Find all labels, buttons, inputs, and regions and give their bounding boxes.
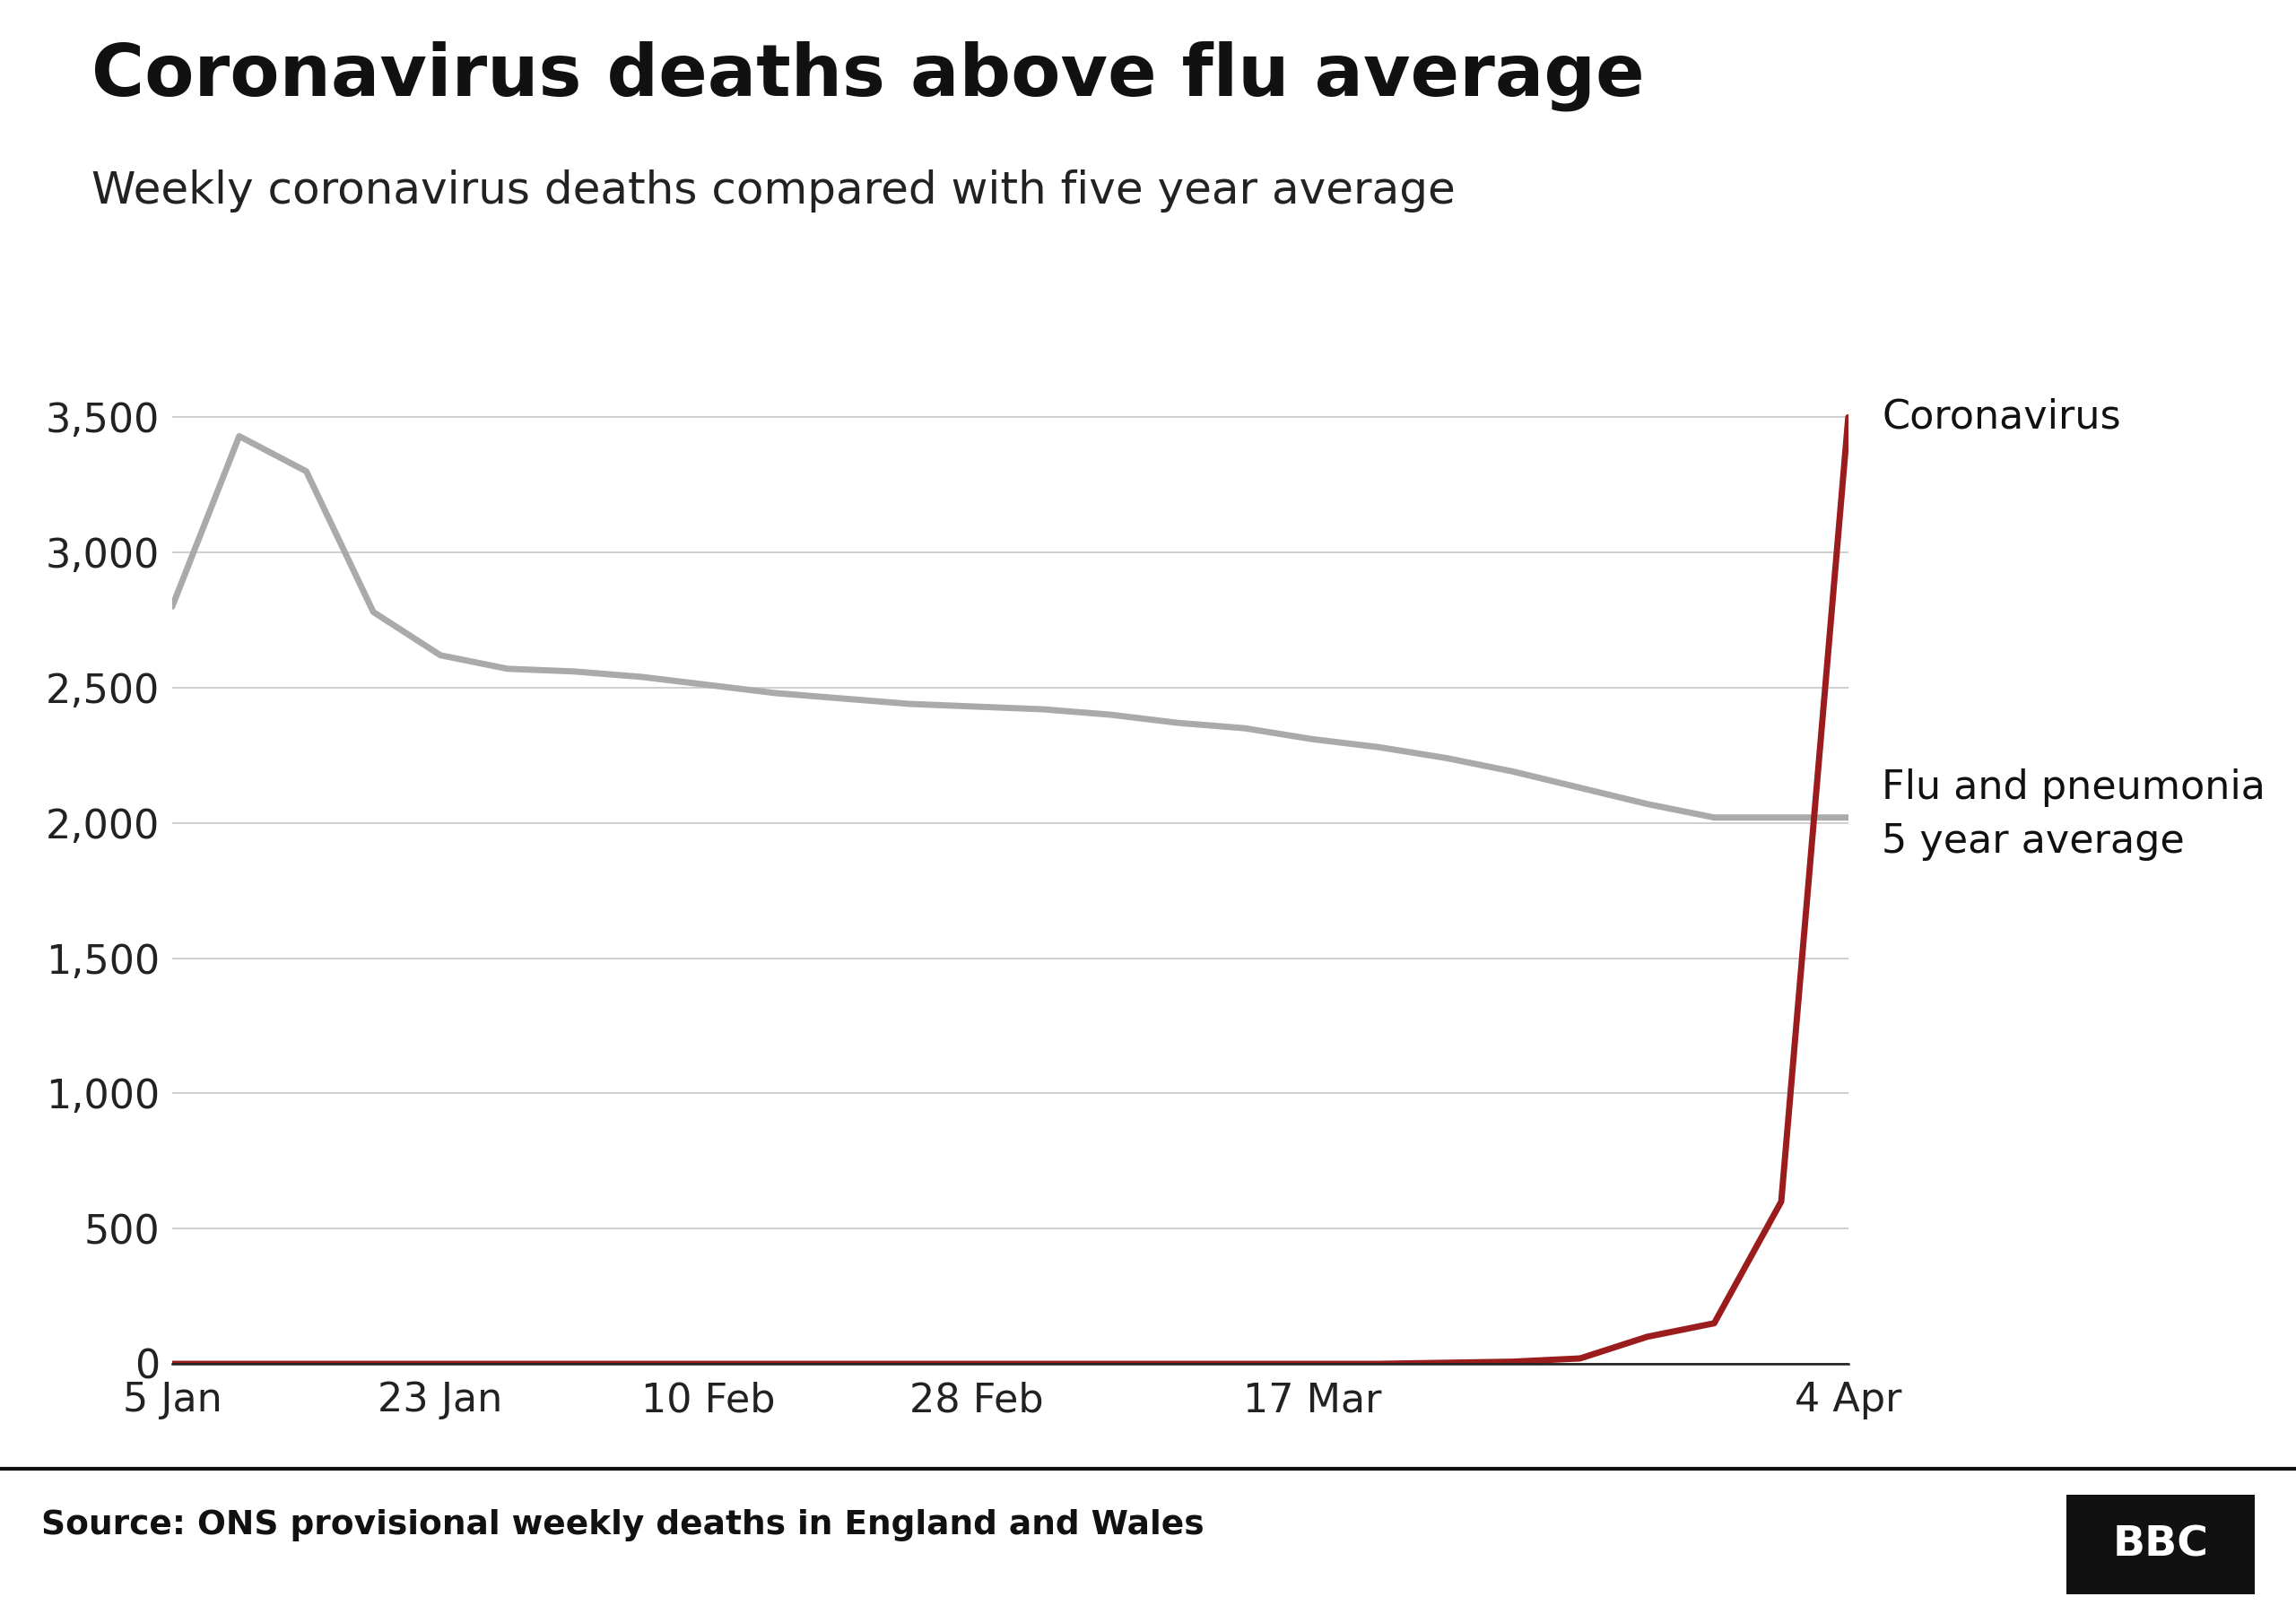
Text: Weekly coronavirus deaths compared with five year average: Weekly coronavirus deaths compared with … (92, 169, 1456, 213)
Text: Coronavirus: Coronavirus (1883, 399, 2122, 436)
Text: Flu and pneumonia
5 year average: Flu and pneumonia 5 year average (1883, 768, 2266, 862)
Text: Coronavirus deaths above flu average: Coronavirus deaths above flu average (92, 40, 1644, 111)
Text: BBC: BBC (2112, 1524, 2209, 1566)
Text: Source: ONS provisional weekly deaths in England and Wales: Source: ONS provisional weekly deaths in… (41, 1509, 1203, 1541)
